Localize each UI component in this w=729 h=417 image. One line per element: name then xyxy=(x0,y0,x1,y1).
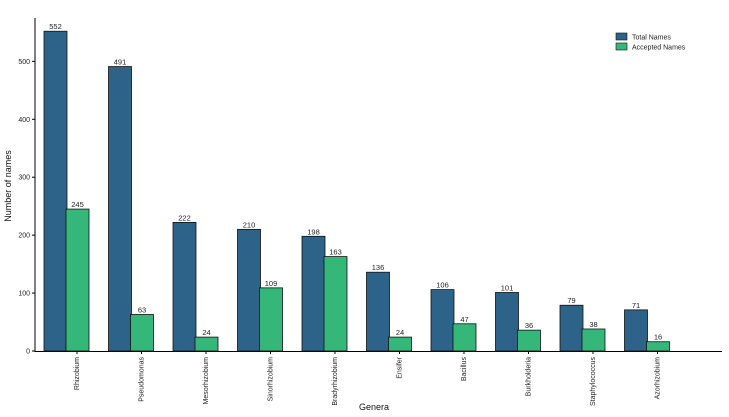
bar-total-9 xyxy=(624,309,648,352)
bar-accepted-1 xyxy=(130,314,154,352)
legend-label-total: Total Names xyxy=(632,35,671,42)
bar-total-8 xyxy=(559,304,584,352)
y-tick-label: 100 xyxy=(18,291,30,298)
data-label-accepted-0: 245 xyxy=(71,200,84,209)
y-axis: 0 100 200 300 400 500 xyxy=(18,18,36,356)
x-tick-label: Sinorhizobium xyxy=(268,357,275,402)
data-label-accepted-4: 163 xyxy=(329,248,342,257)
data-label-total-6: 106 xyxy=(436,281,449,290)
x-tick-label: Bradyrhizobium xyxy=(332,357,339,406)
data-label-group: 552 245 491 63 222 24 210 109 198 163 136 24 106 47 10… xyxy=(49,22,662,342)
data-label-accepted-6: 47 xyxy=(460,315,468,324)
legend-label-accepted: Accepted Names xyxy=(632,45,686,52)
bar-accepted-2 xyxy=(194,336,219,352)
legend-swatch-accepted xyxy=(615,42,628,51)
bar-accepted-4 xyxy=(323,256,348,352)
bar-total-3 xyxy=(237,228,261,352)
bar-accepted-9 xyxy=(646,341,670,352)
x-tick-label: Ensifer xyxy=(397,356,404,378)
data-label-accepted-5: 24 xyxy=(396,328,404,337)
bar-total-5 xyxy=(366,271,390,352)
bar-accepted-5 xyxy=(388,336,412,352)
x-axis: Rhizobium Pseudomonas Mesorhizobium Sinorhi… xyxy=(35,351,722,406)
data-label-total-2: 222 xyxy=(178,213,191,222)
x-tick-label: Pseudomonas xyxy=(139,357,146,402)
bar-accepted-3 xyxy=(259,287,283,352)
y-tick-label: 0 xyxy=(26,349,30,356)
bar-group xyxy=(43,30,670,352)
x-tick-label: Mesorhizobium xyxy=(203,357,210,405)
data-label-total-5: 136 xyxy=(372,263,385,272)
bar-total-6 xyxy=(430,289,455,352)
data-label-accepted-3: 109 xyxy=(265,279,278,288)
bar-accepted-7 xyxy=(517,329,541,352)
bar-total-2 xyxy=(172,221,197,352)
bar-accepted-8 xyxy=(581,328,606,352)
bar-accepted-0 xyxy=(65,208,90,352)
data-label-accepted-8: 38 xyxy=(589,320,597,329)
x-tick-label: Burkholderia xyxy=(526,357,533,396)
bar-accepted-6 xyxy=(452,323,477,352)
bar-total-7 xyxy=(495,292,519,352)
bar-total-0 xyxy=(43,30,68,352)
x-tick-label-group: Rhizobium Pseudomonas Mesorhizobium Sinorhi… xyxy=(74,351,662,406)
x-tick-label: Staphylococcus xyxy=(590,357,597,407)
data-label-total-7: 101 xyxy=(501,283,514,292)
data-label-total-3: 210 xyxy=(243,220,256,229)
data-label-accepted-1: 63 xyxy=(138,306,146,315)
x-axis-title: Genera xyxy=(359,402,389,412)
x-tick-label: Rhizobium xyxy=(74,357,81,390)
data-label-accepted-2: 24 xyxy=(202,328,210,337)
y-tick-label: 500 xyxy=(18,59,30,66)
y-tick-label: 300 xyxy=(18,175,30,182)
data-label-total-8: 79 xyxy=(567,296,575,305)
bar-total-4 xyxy=(301,235,326,352)
y-tick-label: 400 xyxy=(18,117,30,124)
data-label-total-0: 552 xyxy=(49,22,62,31)
data-label-total-4: 198 xyxy=(307,227,320,236)
data-label-total-9: 71 xyxy=(632,301,640,310)
data-label-accepted-9: 16 xyxy=(654,333,662,342)
y-tick-label: 200 xyxy=(18,233,30,240)
x-tick-label: Azorhizobium xyxy=(655,357,662,400)
data-label-total-1: 491 xyxy=(114,58,127,67)
bar-total-1 xyxy=(108,66,132,352)
legend: Total Names Accepted Names xyxy=(615,32,686,52)
legend-swatch-total xyxy=(615,32,628,41)
y-axis-title: Number of names xyxy=(3,150,13,222)
data-label-accepted-7: 36 xyxy=(525,321,533,330)
y-tick-group: 0 100 200 300 400 500 xyxy=(18,59,35,356)
x-tick-label: Bacillus xyxy=(461,357,468,382)
